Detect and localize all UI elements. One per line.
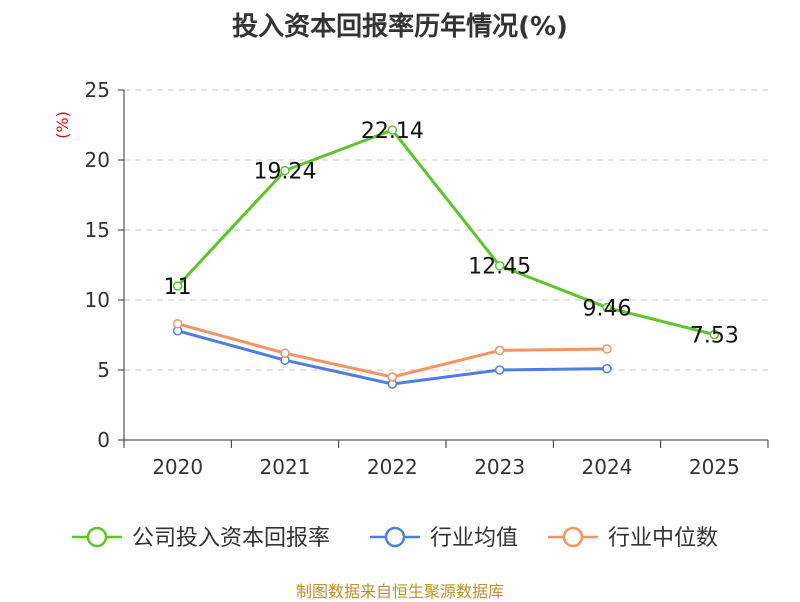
data-point [602,302,612,313]
data-point [494,260,505,271]
legend: 公司投入资本回报率 行业均值 行业中位数 [72,526,718,551]
legend-swatch-marker [384,526,406,548]
data-point [602,363,612,374]
data-label: 11 [164,275,192,300]
data-label: 7.53 [690,324,739,349]
source-note: 制图数据来自恒生聚源数据库 [295,582,504,601]
data-label: 9.46 [583,297,632,322]
data-label: 19.24 [254,160,317,185]
data-point [280,348,290,358]
legend-swatch-marker [562,526,584,548]
y-tick-label: 10 [85,288,110,312]
data-point [172,281,183,291]
data-point [494,345,505,356]
legend-swatch-marker [86,526,108,548]
y-tick-label: 25 [85,78,110,102]
x-tick-label: 2021 [260,455,311,479]
data-label: 12.45 [468,255,531,280]
data-labels: 11 19.24 22.14 12.45 9.46 7.53 [164,119,739,349]
data-point [602,344,612,354]
legend-label: 行业均值 [430,526,518,551]
data-point [387,125,398,135]
data-point [494,365,505,375]
y-tick-label: 0 [97,428,110,452]
x-tick-label: 2020 [152,455,203,479]
legend-label: 公司投入资本回报率 [132,526,330,551]
data-label: 22.14 [361,119,424,144]
series-lines [172,125,720,389]
x-tick-label: 2022 [367,455,418,479]
grid-lines [124,89,768,371]
x-tick-label: 2024 [582,455,633,479]
y-tick-label: 15 [85,218,110,242]
x-tick-label: 2025 [689,455,740,479]
y-tick-label: 5 [97,358,110,382]
y-tick-label: 20 [85,148,110,172]
data-point [709,329,720,340]
chart-title: 投入资本回报率历年情况(%) [232,12,568,42]
data-point [280,165,290,176]
y-axis-label: (%) [53,111,72,139]
legend-label: 行业中位数 [608,526,718,551]
series-line [176,128,715,337]
data-point [387,372,398,382]
data-point [172,319,183,329]
x-tick-label: 2023 [474,455,525,479]
